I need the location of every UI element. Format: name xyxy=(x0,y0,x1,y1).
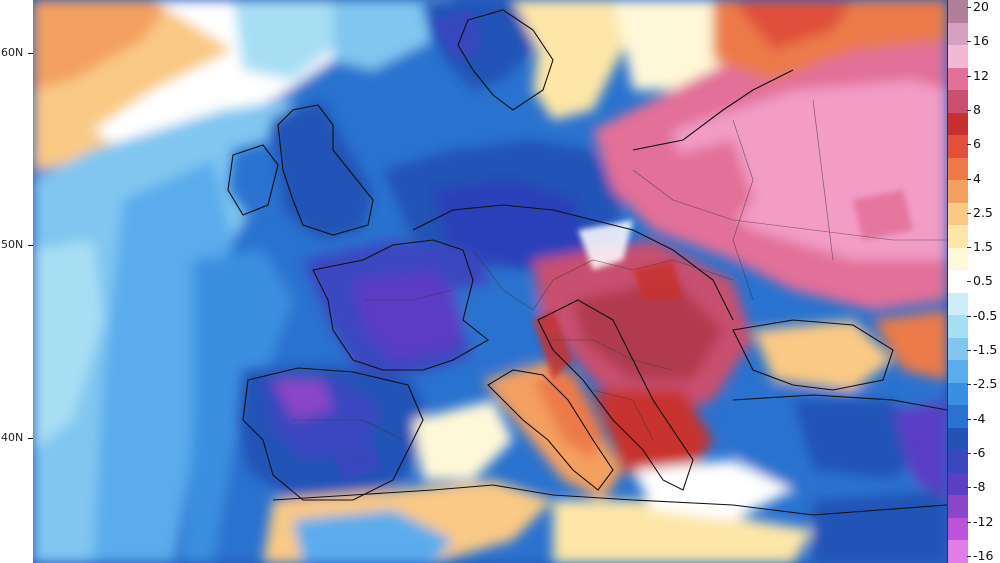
legend-label: 12 xyxy=(973,67,989,83)
legend-swatch xyxy=(948,225,968,249)
legend-swatch xyxy=(948,90,968,114)
legend-label: -8 xyxy=(973,479,986,495)
legend-label: -16 xyxy=(973,547,994,563)
legend-swatch xyxy=(948,360,968,384)
legend-swatch xyxy=(948,22,968,46)
lat-label-50n: 50N xyxy=(1,238,24,251)
legend-tick xyxy=(967,144,971,146)
color-legend: 20 16 12 8 6 4 2.5 1.5 0.5 -0.5 -1.5 -2.5 -4 -6 -8 -12 -… xyxy=(947,0,1000,563)
legend-swatch xyxy=(948,157,968,181)
lat-tick-50n xyxy=(28,245,33,246)
legend-tick xyxy=(967,281,971,283)
legend-tick xyxy=(967,555,971,557)
legend-swatch xyxy=(948,202,968,226)
legend-swatch xyxy=(948,270,968,294)
legend-colorbar xyxy=(947,0,968,563)
legend-swatch xyxy=(948,292,968,316)
legend-swatch xyxy=(948,472,968,496)
legend-swatch xyxy=(948,180,968,204)
legend-label: 1.5 xyxy=(973,239,993,255)
legend-label: -6 xyxy=(973,444,986,460)
legend-label: 20 xyxy=(973,0,989,14)
legend-label: 16 xyxy=(973,33,989,49)
legend-tick xyxy=(967,487,971,489)
legend-label: 0.5 xyxy=(973,273,993,289)
legend-label: 8 xyxy=(973,101,981,117)
country-borders xyxy=(293,99,947,441)
legend-tick xyxy=(967,247,971,249)
legend-swatch xyxy=(948,382,968,406)
legend-label: -0.5 xyxy=(973,307,998,323)
legend-swatch xyxy=(948,450,968,474)
lat-label-40n: 40N xyxy=(1,431,24,444)
legend-label: -1.5 xyxy=(973,342,998,357)
legend-label: -12 xyxy=(973,513,994,529)
legend-swatch xyxy=(948,135,968,159)
legend-tick xyxy=(967,7,971,8)
legend-tick xyxy=(967,384,971,386)
legend-swatch xyxy=(948,0,968,24)
legend-tick xyxy=(967,418,971,420)
lat-tick-60n xyxy=(28,53,33,54)
lat-label-60n: 60N xyxy=(1,46,24,59)
legend-tick xyxy=(967,41,971,43)
legend-label: 6 xyxy=(973,136,981,152)
legend-swatch xyxy=(948,405,968,429)
legend-swatch xyxy=(948,540,968,563)
legend-swatch xyxy=(948,427,968,451)
legend-tick xyxy=(967,350,971,351)
latitude-axis: 60N 50N 40N xyxy=(0,0,33,563)
legend-tick xyxy=(967,452,971,454)
legend-tick xyxy=(967,109,971,111)
legend-swatch xyxy=(948,247,968,271)
lat-tick-40n xyxy=(28,438,33,439)
legend-tick xyxy=(967,178,971,180)
legend-tick xyxy=(967,75,971,77)
land-field xyxy=(228,0,947,563)
temperature-anomaly-map xyxy=(33,0,947,563)
weather-map[interactable] xyxy=(33,0,947,563)
legend-swatch xyxy=(948,45,968,69)
legend-tick xyxy=(967,212,971,214)
legend-swatch xyxy=(948,315,968,339)
legend-swatch xyxy=(948,112,968,136)
legend-label: -2.5 xyxy=(973,376,998,392)
legend-swatch xyxy=(948,517,968,541)
coastlines xyxy=(227,9,947,516)
legend-label: 2.5 xyxy=(973,204,993,220)
legend-tick xyxy=(967,315,971,317)
legend-swatch xyxy=(948,495,968,519)
legend-tick xyxy=(967,521,971,523)
legend-label: 4 xyxy=(973,170,981,186)
legend-label: -4 xyxy=(973,410,986,426)
legend-swatch xyxy=(948,337,968,361)
detail-field xyxy=(333,10,913,480)
legend-swatch xyxy=(948,67,968,91)
